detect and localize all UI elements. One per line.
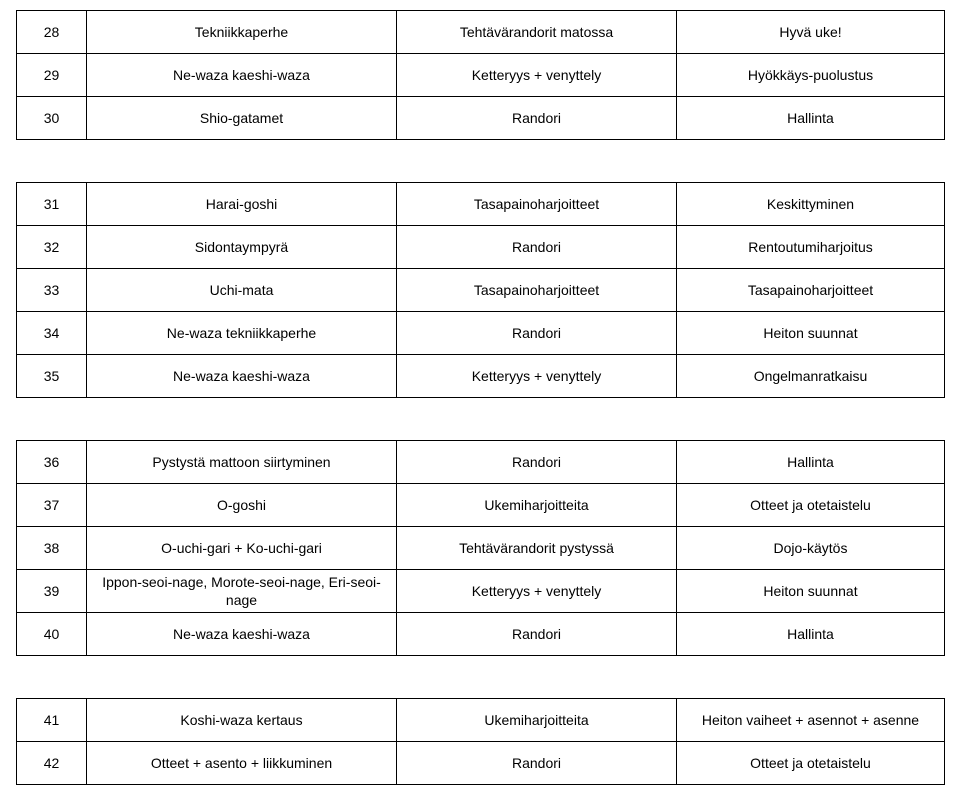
table-cell: 35 xyxy=(17,355,87,398)
table-cell: 38 xyxy=(17,527,87,570)
table-cell: Ongelmanratkaisu xyxy=(677,355,945,398)
table-cell: 31 xyxy=(17,183,87,226)
table-row: 28TekniikkaperheTehtävärandorit matossaH… xyxy=(17,11,945,54)
table-cell: Tehtävärandorit matossa xyxy=(397,11,677,54)
table-cell: Hyökkäys-puolustus xyxy=(677,54,945,97)
table-cell: Tasapainoharjoitteet xyxy=(397,183,677,226)
table-cell: Hallinta xyxy=(677,441,945,484)
table-cell: 39 xyxy=(17,570,87,613)
table-cell: Heiton vaiheet + asennot + asenne xyxy=(677,699,945,742)
table-row: 32SidontaympyräRandoriRentoutumiharjoitu… xyxy=(17,226,945,269)
table-cell: Ne-waza kaeshi-waza xyxy=(87,54,397,97)
table-cell: Hallinta xyxy=(677,613,945,656)
table-cell: Randori xyxy=(397,312,677,355)
table-cell: Keskittyminen xyxy=(677,183,945,226)
table-cell: O-uchi-gari + Ko-uchi-gari xyxy=(87,527,397,570)
table-cell: Ippon-seoi-nage, Morote-seoi-nage, Eri-s… xyxy=(87,570,397,613)
training-table-body: 28TekniikkaperheTehtävärandorit matossaH… xyxy=(17,11,945,785)
table-row: 30Shio-gatametRandoriHallinta xyxy=(17,97,945,140)
table-cell: Ne-waza tekniikkaperhe xyxy=(87,312,397,355)
table-cell: Randori xyxy=(397,742,677,785)
table-cell: Heiton suunnat xyxy=(677,312,945,355)
table-cell: 37 xyxy=(17,484,87,527)
table-cell: 28 xyxy=(17,11,87,54)
table-cell: Otteet ja otetaistelu xyxy=(677,742,945,785)
table-cell: Sidontaympyrä xyxy=(87,226,397,269)
table-cell: Ketteryys + venyttely xyxy=(397,570,677,613)
table-cell: Randori xyxy=(397,97,677,140)
table-cell: Ketteryys + venyttely xyxy=(397,54,677,97)
table-cell: Hyvä uke! xyxy=(677,11,945,54)
table-cell: 42 xyxy=(17,742,87,785)
table-cell: Uchi-mata xyxy=(87,269,397,312)
spacer-row xyxy=(17,656,945,699)
table-cell: 30 xyxy=(17,97,87,140)
table-cell: Randori xyxy=(397,613,677,656)
spacer-row xyxy=(17,140,945,183)
table-row: 41Koshi-waza kertausUkemiharjoitteitaHei… xyxy=(17,699,945,742)
table-row: 35Ne-waza kaeshi-wazaKetteryys + venytte… xyxy=(17,355,945,398)
table-row: 38O-uchi-gari + Ko-uchi-gariTehtävärando… xyxy=(17,527,945,570)
spacer-cell xyxy=(17,140,945,183)
table-cell: 32 xyxy=(17,226,87,269)
table-cell: Hallinta xyxy=(677,97,945,140)
table-cell: Harai-goshi xyxy=(87,183,397,226)
table-cell: Koshi-waza kertaus xyxy=(87,699,397,742)
table-cell: 40 xyxy=(17,613,87,656)
table-cell: Ne-waza kaeshi-waza xyxy=(87,613,397,656)
table-cell: Randori xyxy=(397,226,677,269)
table-row: 31Harai-goshiTasapainoharjoitteetKeskitt… xyxy=(17,183,945,226)
table-cell: 36 xyxy=(17,441,87,484)
table-cell: Tasapainoharjoitteet xyxy=(397,269,677,312)
table-cell: 33 xyxy=(17,269,87,312)
table-cell: 34 xyxy=(17,312,87,355)
table-cell: 41 xyxy=(17,699,87,742)
table-cell: Otteet ja otetaistelu xyxy=(677,484,945,527)
table-cell: O-goshi xyxy=(87,484,397,527)
table-cell: Tehtävärandorit pystyssä xyxy=(397,527,677,570)
table-cell: Dojo-käytös xyxy=(677,527,945,570)
training-table: 28TekniikkaperheTehtävärandorit matossaH… xyxy=(16,10,945,785)
table-cell: Ketteryys + venyttely xyxy=(397,355,677,398)
page-container: 28TekniikkaperheTehtävärandorit matossaH… xyxy=(0,0,960,696)
table-cell: Pystystä mattoon siirtyminen xyxy=(87,441,397,484)
table-row: 37O-goshiUkemiharjoitteitaOtteet ja otet… xyxy=(17,484,945,527)
table-row: 42Otteet + asento + liikkuminenRandoriOt… xyxy=(17,742,945,785)
table-cell: Tekniikkaperhe xyxy=(87,11,397,54)
table-cell: Otteet + asento + liikkuminen xyxy=(87,742,397,785)
table-row: 39Ippon-seoi-nage, Morote-seoi-nage, Eri… xyxy=(17,570,945,613)
table-cell: Tasapainoharjoitteet xyxy=(677,269,945,312)
table-cell: Ukemiharjoitteita xyxy=(397,699,677,742)
table-row: 33Uchi-mataTasapainoharjoitteetTasapaino… xyxy=(17,269,945,312)
table-cell: Rentoutumiharjoitus xyxy=(677,226,945,269)
table-cell: 29 xyxy=(17,54,87,97)
table-cell: Ne-waza kaeshi-waza xyxy=(87,355,397,398)
table-cell: Shio-gatamet xyxy=(87,97,397,140)
table-row: 36Pystystä mattoon siirtyminenRandoriHal… xyxy=(17,441,945,484)
spacer-cell xyxy=(17,656,945,699)
table-cell: Randori xyxy=(397,441,677,484)
table-row: 40Ne-waza kaeshi-wazaRandoriHallinta xyxy=(17,613,945,656)
table-cell: Ukemiharjoitteita xyxy=(397,484,677,527)
table-cell: Heiton suunnat xyxy=(677,570,945,613)
table-row: 29Ne-waza kaeshi-wazaKetteryys + venytte… xyxy=(17,54,945,97)
spacer-cell xyxy=(17,398,945,441)
spacer-row xyxy=(17,398,945,441)
table-row: 34Ne-waza tekniikkaperheRandoriHeiton su… xyxy=(17,312,945,355)
